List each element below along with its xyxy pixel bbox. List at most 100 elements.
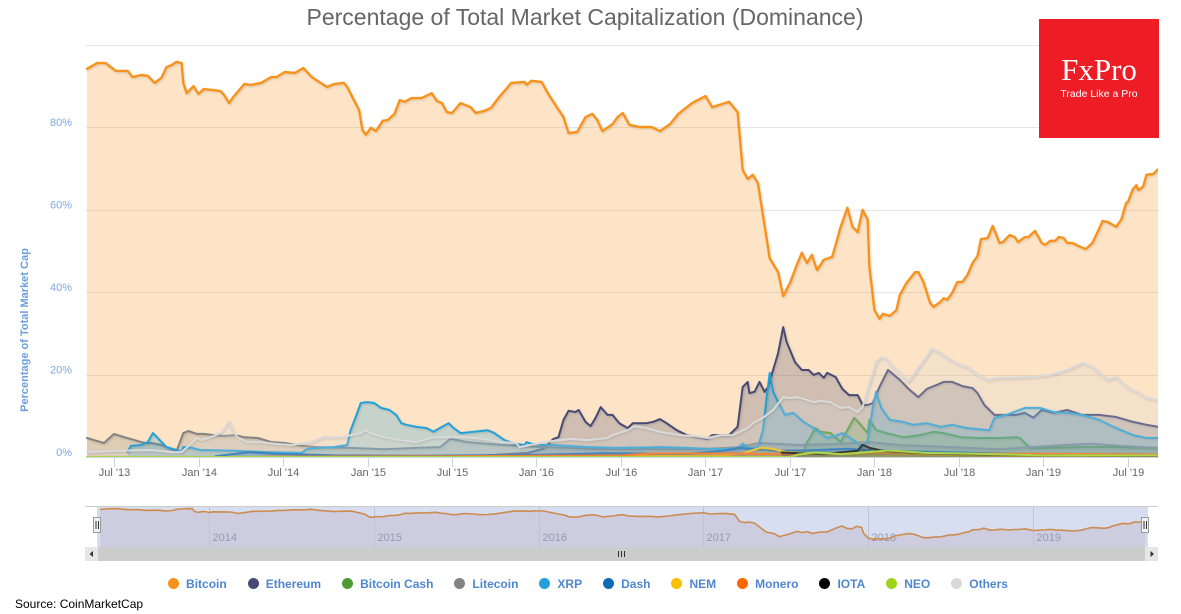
data-point xyxy=(364,133,368,137)
data-point xyxy=(122,435,126,439)
chevron-left-icon[interactable] xyxy=(89,551,94,557)
x-tick-label: Jul '13 xyxy=(99,467,130,479)
data-point xyxy=(986,236,990,240)
data-point xyxy=(164,65,168,69)
data-point xyxy=(960,280,964,284)
drag-handle-icon[interactable] xyxy=(1141,517,1149,533)
legend-item-litecoin[interactable]: Litecoin xyxy=(454,577,518,591)
scroll-left-button[interactable] xyxy=(85,547,98,561)
data-point xyxy=(764,398,768,402)
navigator-handle-left[interactable] xyxy=(93,517,101,533)
drag-handle-icon[interactable] xyxy=(93,517,101,533)
data-point xyxy=(159,76,163,80)
data-point xyxy=(736,110,740,114)
area-bitcoin xyxy=(87,61,1158,457)
legend-item-bitcoin[interactable]: Bitcoin xyxy=(168,577,227,591)
data-point xyxy=(1043,243,1047,247)
legend-item-monero[interactable]: Monero xyxy=(737,577,798,591)
data-point xyxy=(898,371,902,375)
data-point xyxy=(557,435,561,439)
data-point xyxy=(788,281,792,285)
data-point xyxy=(131,75,135,79)
data-point xyxy=(274,75,278,79)
data-point xyxy=(793,360,797,364)
grip-lines-icon[interactable] xyxy=(618,551,625,557)
data-point xyxy=(675,428,679,432)
data-point xyxy=(942,296,946,300)
data-point xyxy=(149,448,153,452)
data-point xyxy=(741,168,745,172)
data-point xyxy=(1026,235,1030,239)
legend-item-xrp[interactable]: XRP xyxy=(539,577,582,591)
data-point xyxy=(825,371,829,375)
data-point xyxy=(1145,173,1149,177)
data-point xyxy=(611,433,615,437)
data-point xyxy=(102,441,106,445)
data-point xyxy=(551,439,555,443)
data-point xyxy=(690,101,694,105)
data-point xyxy=(668,122,672,126)
data-point xyxy=(381,119,385,123)
data-point xyxy=(1136,188,1140,192)
data-point xyxy=(95,61,99,65)
legend-item-ethereum[interactable]: Ethereum xyxy=(247,577,321,591)
scroll-right-button[interactable] xyxy=(1145,547,1158,561)
data-point xyxy=(1065,368,1069,372)
navigator[interactable]: 2014 2015 2016 2017 2018 2019 xyxy=(85,506,1158,547)
navigator-area xyxy=(100,508,1146,547)
data-point xyxy=(800,368,804,372)
line-litecoin xyxy=(86,430,1158,452)
data-point xyxy=(567,131,571,135)
data-point xyxy=(415,425,419,429)
legend-item-iota[interactable]: IOTA xyxy=(819,577,865,591)
data-point xyxy=(562,115,566,119)
legend-item-others[interactable]: Others xyxy=(951,577,1008,591)
data-point xyxy=(1014,376,1018,380)
data-point xyxy=(930,347,934,351)
data-point xyxy=(810,253,814,257)
data-point xyxy=(830,255,834,259)
data-point xyxy=(776,351,780,355)
data-point xyxy=(472,430,476,434)
area-bitcoin-cash xyxy=(803,417,1158,457)
data-point xyxy=(932,305,936,309)
data-point xyxy=(242,82,246,86)
data-point xyxy=(452,426,456,430)
data-point xyxy=(595,118,599,122)
data-point xyxy=(420,96,424,100)
data-point xyxy=(151,431,155,435)
data-point xyxy=(374,129,378,133)
data-point xyxy=(585,438,589,442)
area-ethereum xyxy=(465,327,1158,457)
legend-item-bitcoin-cash[interactable]: Bitcoin Cash xyxy=(342,577,433,591)
data-point xyxy=(998,241,1002,245)
legend-item-nem[interactable]: NEM xyxy=(671,577,716,591)
data-point xyxy=(856,410,860,414)
data-point xyxy=(965,365,969,369)
legend-item-neo[interactable]: NEO xyxy=(886,577,930,591)
data-point xyxy=(129,444,133,448)
data-point xyxy=(1062,236,1066,240)
circle-icon xyxy=(539,578,551,589)
data-point xyxy=(589,424,593,428)
scrollbar[interactable] xyxy=(85,547,1158,561)
legend-item-dash[interactable]: Dash xyxy=(603,577,650,591)
data-point xyxy=(979,237,983,241)
data-point xyxy=(1119,218,1123,222)
data-point xyxy=(139,73,143,77)
chevron-right-icon[interactable] xyxy=(1150,551,1155,557)
line-neo xyxy=(86,449,1158,457)
data-point xyxy=(1096,230,1100,234)
data-point xyxy=(788,396,792,400)
data-point xyxy=(781,325,785,329)
navigator-handle-right[interactable] xyxy=(1141,517,1149,533)
data-point xyxy=(359,401,363,405)
data-point xyxy=(1070,241,1074,245)
x-tick-label: Jul '15 xyxy=(437,467,468,479)
data-point xyxy=(1106,378,1110,382)
data-point xyxy=(1156,167,1160,171)
legend-label: XRP xyxy=(557,576,583,591)
data-point xyxy=(627,123,631,127)
data-point xyxy=(676,112,680,116)
data-point xyxy=(1156,398,1160,402)
